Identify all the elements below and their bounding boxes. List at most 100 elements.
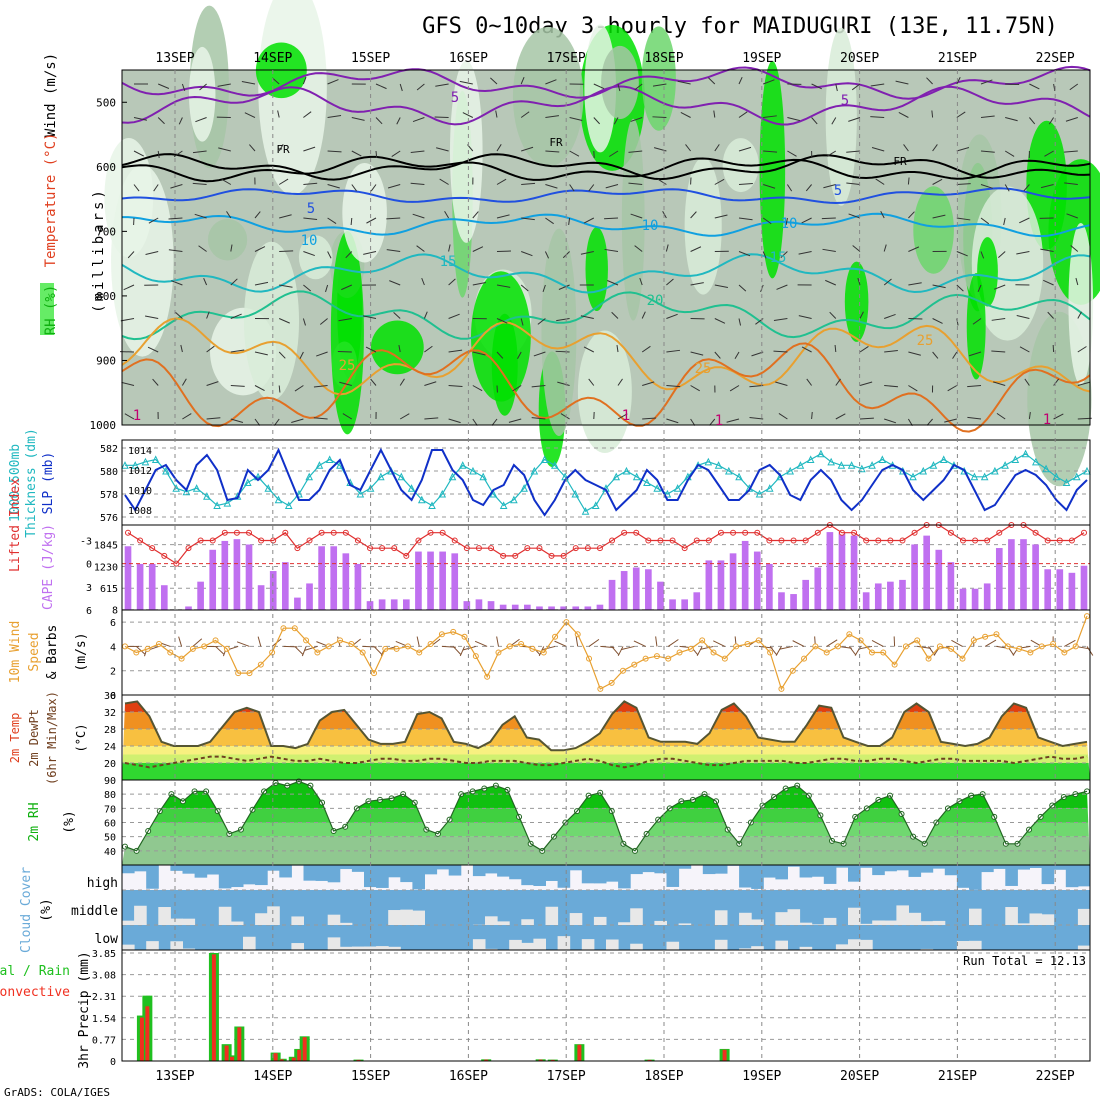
- contour-label: 1: [133, 408, 141, 424]
- x-tick-bottom: 20SEP: [840, 1069, 879, 1084]
- wind-barb: [351, 218, 352, 225]
- cloud-low-cell: [509, 940, 522, 950]
- x-tick-top: 21SEP: [938, 51, 977, 66]
- cape-bar: [258, 585, 265, 610]
- wind10m-barb: [193, 639, 202, 647]
- wind-barb: [652, 117, 666, 118]
- cape-bar: [330, 546, 337, 610]
- cloud-high-cell: [812, 865, 825, 877]
- cape-bar: [875, 583, 882, 610]
- contour-label: 15: [440, 254, 457, 270]
- cloud-mid-cell: [267, 906, 280, 925]
- cloud-mid-cell: [618, 922, 631, 925]
- cloud-low-cell: [376, 946, 389, 950]
- precip-conv-bar: [145, 1006, 149, 1061]
- cape-bar: [500, 605, 507, 610]
- slp-tick: 1008: [128, 506, 152, 517]
- cape-bar: [318, 546, 325, 610]
- cloud-high-cell: [546, 865, 559, 881]
- cape-bar: [1032, 544, 1039, 610]
- cloud-mid-cell: [715, 910, 728, 925]
- cloud-mid-cell: [183, 919, 196, 925]
- thickness-label: Thickness (dm): [24, 428, 39, 538]
- contour-label: 5: [834, 183, 842, 199]
- x-tick-bottom: 19SEP: [742, 1069, 781, 1084]
- temp-band: [122, 763, 1090, 780]
- rh-tick: 60: [104, 819, 116, 830]
- wind10m-barb: [460, 646, 464, 656]
- cape-bar: [742, 541, 749, 610]
- cloud-mid-cell: [884, 921, 897, 925]
- cape-bar: [367, 601, 374, 610]
- cloud-high-cell: [1066, 865, 1079, 887]
- cloud-mid-cell: [969, 909, 982, 925]
- contour-label: 1: [715, 413, 723, 429]
- x-tick-top: 15SEP: [351, 51, 390, 66]
- temp-band: [122, 712, 1090, 729]
- cloud-high-cell: [231, 865, 244, 887]
- cape-bar: [778, 592, 785, 610]
- cloud-mid-cell: [872, 920, 885, 925]
- cape-bar: [1008, 539, 1015, 610]
- cape-bar: [839, 532, 846, 610]
- cape-bar: [754, 552, 761, 610]
- cape-bar: [161, 585, 168, 610]
- wind-barb: [908, 178, 909, 185]
- cloud-high-cell: [340, 865, 353, 869]
- cloud-low-cell: [170, 941, 183, 950]
- wind-barb: [338, 351, 352, 352]
- temp-tick: 20: [104, 759, 116, 770]
- cloud-mid-cell: [848, 908, 861, 925]
- precip-conv-bar: [212, 954, 216, 1061]
- cloud-mid-cell: [328, 915, 341, 925]
- cloud-mid-cell: [775, 912, 788, 925]
- cloud-high-cell: [219, 865, 232, 888]
- cloud-low-cell: [243, 937, 256, 950]
- cape-bar: [863, 592, 870, 610]
- precip-conv-bar: [225, 1046, 229, 1061]
- cloud-mid-cell: [122, 921, 135, 925]
- ua-ylabel: (millibars): [91, 187, 107, 313]
- cloud-low-cell: [582, 939, 595, 950]
- wind-label: Speed: [27, 632, 42, 671]
- rh-shade-blob: [977, 237, 998, 306]
- cloud-high-cell: [255, 865, 268, 885]
- cape-bar: [899, 580, 906, 610]
- x-tick-bottom: 14SEP: [253, 1069, 292, 1084]
- contour-label: 10: [781, 216, 798, 232]
- contour-label: 20: [647, 293, 664, 309]
- cloud-high-cell: [400, 865, 413, 882]
- contour-label: 25: [339, 358, 356, 374]
- wind10m-barb: [776, 646, 781, 655]
- cape-bar: [730, 553, 737, 610]
- rh-label: (%): [62, 810, 77, 833]
- rh-tick: 40: [104, 847, 116, 858]
- x-tick-bottom: 13SEP: [155, 1069, 194, 1084]
- rh-band: [122, 808, 1090, 822]
- cloud-high-cell: [376, 865, 389, 888]
- precip-tick: 1.54: [92, 1014, 116, 1025]
- wind-barb: [908, 319, 922, 320]
- cloud-mid-cell: [654, 921, 667, 925]
- cape-bar: [887, 582, 894, 610]
- slp-label: SLP (mb): [41, 452, 56, 515]
- cloud-high-cell: [509, 865, 522, 879]
- wind10m-barb: [656, 636, 657, 646]
- cape-tick: 1845: [94, 541, 118, 552]
- precip-tick: 0: [110, 1057, 116, 1068]
- cloud-high-cell: [800, 865, 813, 877]
- cloud-low-cell: [775, 941, 788, 950]
- precip-label: Convective: [0, 985, 70, 1000]
- wind10m-barb: [713, 641, 725, 647]
- cape-bar: [536, 606, 543, 610]
- cloud-mid-cell: [497, 921, 510, 925]
- cloud-high-cell: [449, 865, 462, 876]
- cloud-high-cell: [1042, 865, 1055, 884]
- wind-barb: [376, 151, 377, 158]
- temp-label: (6hr Min/Max): [45, 691, 59, 785]
- ua-side-label: Wind (m/s): [43, 53, 59, 137]
- temp-label: 2m Temp: [8, 713, 22, 764]
- contour-label: 5: [841, 93, 849, 109]
- cloud-high-cell: [207, 865, 220, 875]
